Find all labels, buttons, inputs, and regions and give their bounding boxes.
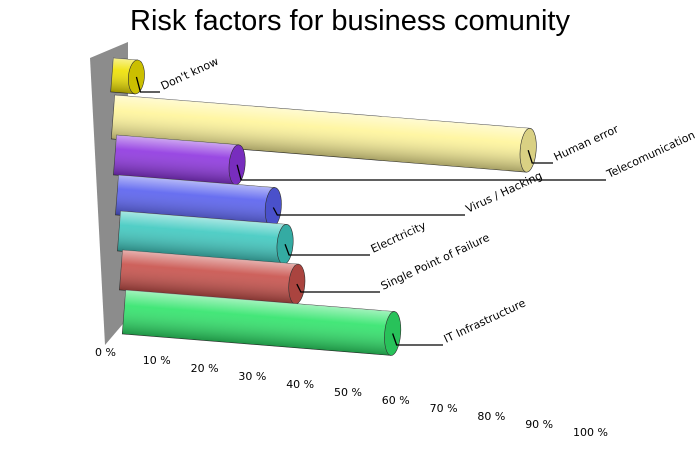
bar (119, 249, 306, 305)
leader-line (236, 164, 606, 181)
leader-line (284, 244, 370, 256)
x-tick-label: 90 % (525, 418, 553, 431)
x-tick-label: 60 % (382, 394, 410, 407)
bar-shade (113, 135, 239, 185)
x-tick-label: 50 % (334, 386, 362, 399)
bar-shade (117, 211, 287, 265)
x-tick-label: 80 % (477, 410, 505, 423)
category-label: IT Infrastructure (442, 296, 528, 345)
chart-title: Risk factors for business comunity (130, 5, 570, 37)
x-tick-label: 30 % (238, 370, 266, 383)
x-tick-label: 100 % (573, 426, 608, 439)
category-label: Elecrtricity (369, 219, 429, 256)
leader-line (296, 283, 380, 293)
category-label: Virus / Hacking (464, 169, 544, 216)
x-tick-label: 70 % (430, 402, 458, 415)
bar (110, 57, 145, 95)
bar (117, 210, 294, 265)
leader-line (392, 333, 443, 346)
x-tick-label: 20 % (191, 362, 219, 375)
x-tick-label: 0 % (95, 346, 116, 359)
leader-line (135, 76, 160, 93)
x-tick-label: 40 % (286, 378, 314, 391)
x-tick-label: 10 % (143, 354, 171, 367)
leader-line (272, 207, 465, 216)
bar-shade (111, 95, 530, 173)
bar-shade (119, 250, 299, 305)
leader-line (527, 150, 553, 164)
bar-cap-shade (288, 264, 305, 305)
bar-shade (122, 290, 395, 356)
category-label: Telecomunication (604, 128, 697, 181)
category-label: Don't know (159, 55, 221, 93)
category-label: Human error (552, 122, 621, 163)
